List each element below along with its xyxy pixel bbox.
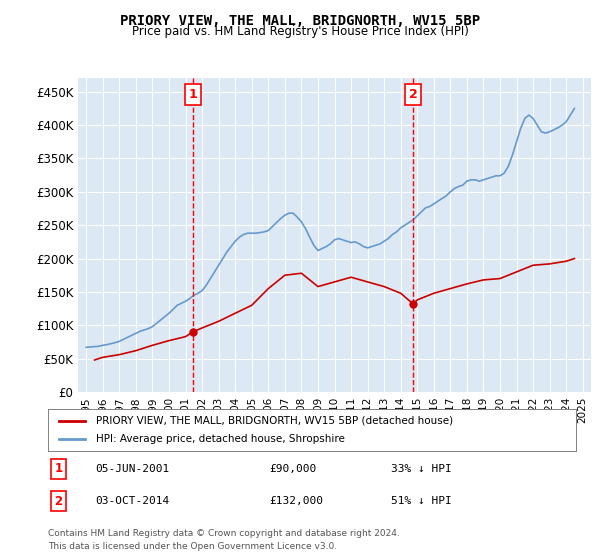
Text: £132,000: £132,000: [270, 496, 324, 506]
Text: 2: 2: [409, 88, 418, 101]
Text: 05-JUN-2001: 05-JUN-2001: [95, 464, 170, 474]
Text: HPI: Average price, detached house, Shropshire: HPI: Average price, detached house, Shro…: [95, 434, 344, 444]
Text: 2: 2: [55, 494, 62, 508]
Text: 51% ↓ HPI: 51% ↓ HPI: [391, 496, 452, 506]
Text: 03-OCT-2014: 03-OCT-2014: [95, 496, 170, 506]
Text: 1: 1: [55, 463, 62, 475]
Text: 1: 1: [188, 88, 197, 101]
Text: This data is licensed under the Open Government Licence v3.0.: This data is licensed under the Open Gov…: [48, 542, 337, 550]
Text: Contains HM Land Registry data © Crown copyright and database right 2024.: Contains HM Land Registry data © Crown c…: [48, 529, 400, 538]
Text: 33% ↓ HPI: 33% ↓ HPI: [391, 464, 452, 474]
Text: PRIORY VIEW, THE MALL, BRIDGNORTH, WV15 5BP: PRIORY VIEW, THE MALL, BRIDGNORTH, WV15 …: [120, 14, 480, 28]
Text: PRIORY VIEW, THE MALL, BRIDGNORTH, WV15 5BP (detached house): PRIORY VIEW, THE MALL, BRIDGNORTH, WV15 …: [95, 416, 452, 426]
Text: Price paid vs. HM Land Registry's House Price Index (HPI): Price paid vs. HM Land Registry's House …: [131, 25, 469, 38]
Text: £90,000: £90,000: [270, 464, 317, 474]
